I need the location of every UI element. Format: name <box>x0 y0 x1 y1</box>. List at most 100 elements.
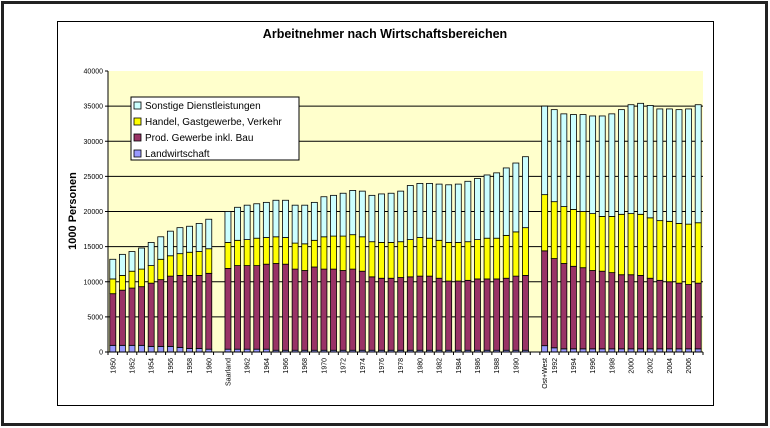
bar-segment-prod-gewerbe-inkl-bau <box>589 270 597 350</box>
bar-segment-prod-gewerbe-inkl-bau <box>138 286 145 346</box>
bar-segment-sonstige-dienstleistungen <box>186 225 193 253</box>
bar-segment-sonstige-dienstleistungen <box>483 174 491 239</box>
bar-segment-prod-gewerbe-inkl-bau <box>618 274 625 350</box>
bar-segment-prod-gewerbe-inkl-bau <box>186 275 193 349</box>
bar-segment-prod-gewerbe-inkl-bau <box>339 270 347 351</box>
bar-segment-handel-gastgewerbe-verkehr <box>541 194 549 252</box>
legend-swatch <box>133 101 142 110</box>
bar-segment-sonstige-dienstleistungen <box>118 253 126 276</box>
bar-segment-handel-gastgewerbe-verkehr <box>320 236 328 270</box>
bar-segment-handel-gastgewerbe-verkehr <box>166 255 174 277</box>
bar-segment-sonstige-dienstleistungen <box>646 105 654 219</box>
bar-segment-prod-gewerbe-inkl-bau <box>522 275 529 351</box>
bar-segment-prod-gewerbe-inkl-bau <box>675 282 683 350</box>
bar-segment-handel-gastgewerbe-verkehr <box>426 237 433 277</box>
bar-segment-sonstige-dienstleistungen <box>608 113 616 217</box>
bar-segment-sonstige-dienstleistungen <box>406 185 414 241</box>
x-tick-label: 1986 <box>475 358 482 374</box>
bar-segment-sonstige-dienstleistungen <box>147 242 155 266</box>
y-tick-label: 5000 <box>87 314 103 321</box>
x-tick-label: 2006 <box>686 358 693 374</box>
bar-segment-sonstige-dienstleistungen <box>195 223 203 252</box>
bar-segment-sonstige-dienstleistungen <box>426 182 433 239</box>
x-tick-label: 1990 <box>513 358 520 374</box>
bar-segment-sonstige-dienstleistungen <box>493 172 501 239</box>
bar-segment-sonstige-dienstleistungen <box>282 199 289 238</box>
bar-segment-sonstige-dienstleistungen <box>301 204 309 245</box>
x-tick-label: 1988 <box>494 358 501 374</box>
legend-swatch <box>133 149 142 158</box>
bar-segment-landwirtschaft <box>176 347 184 353</box>
bar-segment-handel-gastgewerbe-verkehr <box>224 242 232 269</box>
legend-label: Handel, Gastgewerbe, Verkehr <box>145 117 282 128</box>
bar-segment-handel-gastgewerbe-verkehr <box>282 237 289 265</box>
bar-segment-handel-gastgewerbe-verkehr <box>291 242 299 270</box>
x-tick-label: 1974 <box>360 358 367 374</box>
bar-segment-sonstige-dienstleistungen <box>262 201 270 238</box>
bar-segment-handel-gastgewerbe-verkehr <box>656 220 664 281</box>
bar-segment-prod-gewerbe-inkl-bau <box>310 266 318 351</box>
bar-segment-sonstige-dienstleistungen <box>694 104 702 224</box>
bar-segment-prod-gewerbe-inkl-bau <box>176 275 184 348</box>
bar-segment-sonstige-dienstleistungen <box>234 206 241 241</box>
x-tick-label: 1952 <box>129 358 136 374</box>
bar-segment-handel-gastgewerbe-verkehr <box>147 265 155 284</box>
bar-segment-prod-gewerbe-inkl-bau <box>166 275 174 347</box>
bar-segment-handel-gastgewerbe-verkehr <box>512 231 520 277</box>
x-tick-label: 1958 <box>187 358 194 374</box>
legend: Sonstige Dienstleistungen Handel, Gastgew… <box>130 96 300 161</box>
bar-segment-prod-gewerbe-inkl-bau <box>282 263 289 351</box>
bar-segment-prod-gewerbe-inkl-bau <box>579 267 587 350</box>
bar-segment-prod-gewerbe-inkl-bau <box>118 289 126 346</box>
bar-segment-sonstige-dienstleistungen <box>243 204 251 241</box>
x-tick-label: 2002 <box>648 358 655 374</box>
bar-segment-sonstige-dienstleistungen <box>522 156 529 229</box>
bar-segment-handel-gastgewerbe-verkehr <box>205 248 213 274</box>
bar-segment-landwirtschaft <box>166 345 174 353</box>
bar-segment-handel-gastgewerbe-verkehr <box>685 223 693 285</box>
bar-segment-handel-gastgewerbe-verkehr <box>483 237 491 280</box>
bar-segment-handel-gastgewerbe-verkehr <box>157 258 165 281</box>
bar-segment-sonstige-dienstleistungen <box>205 218 213 250</box>
bar-segment-sonstige-dienstleistungen <box>387 192 395 243</box>
bar-segment-prod-gewerbe-inkl-bau <box>541 250 549 347</box>
legend-label: Prod. Gewerbe inkl. Bau <box>145 133 253 144</box>
chart-title: Arbeitnehmer nach Wirtschaftsbereichen <box>263 27 507 41</box>
bar-segment-prod-gewerbe-inkl-bau <box>474 278 481 351</box>
bar-segment-sonstige-dienstleistungen <box>358 190 366 238</box>
bar-segment-handel-gastgewerbe-verkehr <box>138 268 145 288</box>
bar-segment-sonstige-dienstleistungen <box>176 227 184 255</box>
legend-label: Sonstige Dienstleistungen <box>145 101 261 112</box>
bar-segment-handel-gastgewerbe-verkehr <box>445 242 453 282</box>
bar-segment-sonstige-dienstleistungen <box>685 108 693 225</box>
bar-segment-sonstige-dienstleistungen <box>138 247 145 270</box>
bar-segment-handel-gastgewerbe-verkehr <box>406 239 414 278</box>
x-tick-label: 2004 <box>667 358 674 374</box>
bar-segment-sonstige-dienstleistungen <box>330 194 337 237</box>
bar-segment-handel-gastgewerbe-verkehr <box>358 236 366 272</box>
x-tick-label: Ost+West <box>542 358 549 389</box>
bar-segment-handel-gastgewerbe-verkehr <box>637 213 645 276</box>
bar-segment-prod-gewerbe-inkl-bau <box>234 265 241 350</box>
bar-segment-sonstige-dienstleistungen <box>666 108 673 222</box>
bar-segment-handel-gastgewerbe-verkehr <box>397 241 405 278</box>
bar-segment-handel-gastgewerbe-verkehr <box>243 239 251 266</box>
bar-segment-sonstige-dienstleistungen <box>224 211 232 243</box>
bar-segment-sonstige-dienstleistungen <box>397 190 405 243</box>
bar-segment-handel-gastgewerbe-verkehr <box>310 239 318 268</box>
x-tick-label: 1992 <box>552 358 559 374</box>
bar-segment-landwirtschaft <box>186 348 193 353</box>
bar-segment-sonstige-dienstleistungen <box>598 115 606 217</box>
legend-swatch <box>133 133 142 142</box>
bar-segment-handel-gastgewerbe-verkehr <box>195 251 203 276</box>
bar-segment-prod-gewerbe-inkl-bau <box>464 279 472 351</box>
bar-segment-sonstige-dienstleistungen <box>579 114 587 212</box>
bar-segment-prod-gewerbe-inkl-bau <box>685 284 693 350</box>
bar-segment-sonstige-dienstleistungen <box>474 178 481 240</box>
bar-segment-handel-gastgewerbe-verkehr <box>608 216 616 274</box>
bar-segment-prod-gewerbe-inkl-bau <box>502 277 510 351</box>
bar-segment-sonstige-dienstleistungen <box>675 109 683 224</box>
y-tick-label: 30000 <box>84 139 104 146</box>
bar-segment-handel-gastgewerbe-verkehr <box>618 213 625 276</box>
